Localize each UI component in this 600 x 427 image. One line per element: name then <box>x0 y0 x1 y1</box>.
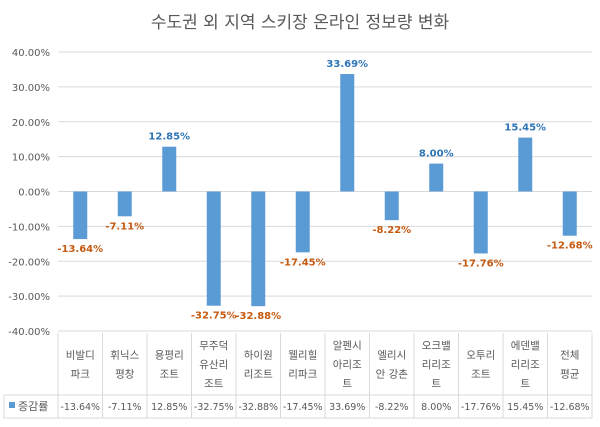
x-category-label: 평창 <box>115 369 135 381</box>
y-tick-label: 10.00% <box>12 153 50 164</box>
table-value: 33.69% <box>329 402 365 413</box>
table-value: -7.11% <box>108 402 142 413</box>
bar <box>473 191 488 254</box>
x-category-label: 오크밸 <box>422 340 451 352</box>
data-label: -7.11% <box>105 221 144 232</box>
x-category-label: 트 <box>431 378 441 390</box>
data-label: -13.64% <box>57 244 103 255</box>
x-category-label: 엘리시 <box>377 349 406 362</box>
x-category-label: 비발디 <box>66 350 95 362</box>
bar <box>562 191 577 236</box>
table-value: -32.75% <box>194 402 234 413</box>
x-category-label: 안 강촌 <box>376 369 409 381</box>
y-tick-label: -40.00% <box>8 327 50 338</box>
data-label: -12.68% <box>547 241 593 252</box>
data-label: -17.76% <box>458 258 504 269</box>
x-category-label: 용평리 <box>155 350 184 362</box>
x-category-label: 에덴밸 <box>511 340 540 352</box>
x-category-label: 휘닉스 <box>110 350 139 362</box>
table-value: -17.45% <box>283 402 323 413</box>
table-value: -32.88% <box>238 402 278 413</box>
data-label: 12.85% <box>148 132 190 143</box>
y-tick-label: -30.00% <box>8 292 50 303</box>
table-value: -17.76% <box>461 402 501 413</box>
table-value: 12.85% <box>151 402 187 413</box>
table-value: -13.64% <box>60 402 100 413</box>
bar <box>295 191 310 253</box>
y-tick-label: -20.00% <box>8 257 50 268</box>
bar <box>429 163 444 192</box>
y-tick-label: -10.00% <box>8 222 50 233</box>
y-tick-label: 0.00% <box>18 188 50 199</box>
x-category-label: 유산리 <box>199 359 228 371</box>
x-category-label: 전체 <box>560 350 579 362</box>
data-label: 8.00% <box>419 149 454 160</box>
x-category-label: 오투리 <box>466 350 495 362</box>
bar <box>162 146 177 192</box>
legend-label: 증감률 <box>18 400 48 413</box>
x-category-label: 조트 <box>160 369 180 381</box>
table-value: -12.68% <box>550 402 590 413</box>
table-value: 8.00% <box>421 402 451 413</box>
bar <box>206 191 221 306</box>
bar <box>518 137 533 192</box>
y-tick-label: 20.00% <box>12 118 50 129</box>
table-value: -8.22% <box>375 402 409 413</box>
x-category-label: 아리조 <box>333 359 362 371</box>
x-category-label: 리리조 <box>511 359 540 371</box>
x-category-label: 무주덕 <box>199 340 228 352</box>
y-tick-label: 40.00% <box>12 48 50 59</box>
x-category-label: 트 <box>342 378 352 390</box>
x-category-label: 조트 <box>471 369 491 381</box>
x-category-label: 평균 <box>560 369 580 381</box>
x-category-label: 파크 <box>71 369 91 381</box>
x-category-label: 리파크 <box>288 369 317 381</box>
bar <box>340 74 355 192</box>
legend-swatch <box>9 402 15 408</box>
data-label: -32.88% <box>235 311 281 322</box>
bar <box>384 191 399 221</box>
x-category-label: 리리조 <box>422 359 451 371</box>
data-label: 15.45% <box>504 123 546 134</box>
bar <box>73 191 88 240</box>
data-label: 33.69% <box>326 59 368 70</box>
chart-title: 수도권 외 지역 스키장 온라인 정보량 변화 <box>151 13 450 33</box>
bar <box>251 191 266 307</box>
data-label: -32.75% <box>191 311 237 322</box>
x-category-label: 웰리힐 <box>288 349 317 362</box>
x-category-label: 조트 <box>204 378 224 390</box>
bar <box>117 191 132 217</box>
data-label: -8.22% <box>372 225 411 236</box>
table-value: 15.45% <box>507 402 543 413</box>
y-tick-label: 30.00% <box>12 83 50 94</box>
data-label: -17.45% <box>280 257 326 268</box>
x-category-label: 하이원 <box>244 349 273 362</box>
x-category-label: 리조트 <box>244 369 273 381</box>
x-category-label: 트 <box>520 378 530 390</box>
x-category-label: 알펜시 <box>333 340 362 352</box>
